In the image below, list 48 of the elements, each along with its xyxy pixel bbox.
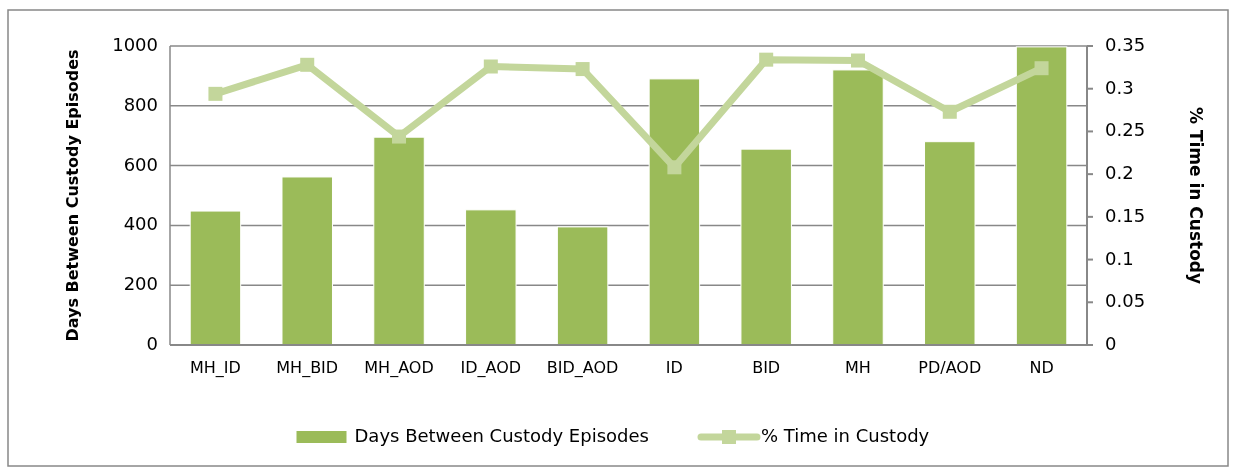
bar [648, 78, 701, 346]
y2-tick-label: 0.1 [1105, 247, 1134, 269]
point [483, 59, 498, 74]
point [1034, 61, 1049, 76]
point [392, 129, 407, 144]
x-tick-label: ND [1029, 358, 1054, 377]
legend-label: Days Between Custody Episodes [354, 425, 649, 446]
y2-tick-label: 0.25 [1105, 119, 1146, 141]
x-tick-label: MH_ID [190, 358, 241, 378]
bar [556, 226, 609, 346]
point [667, 160, 682, 175]
y-tick-label: 600 [123, 153, 158, 175]
y2-axis-title: % Time in Custody [1186, 106, 1206, 285]
point [942, 104, 957, 119]
y2-tick-label: 0.35 [1105, 34, 1146, 55]
y2-tick-label: 0 [1105, 333, 1117, 354]
bar [740, 148, 792, 346]
bar [373, 136, 425, 346]
bar [189, 210, 242, 346]
y2-tick-label: 0.2 [1105, 162, 1134, 184]
x-tick-label: PD/AOD [918, 358, 982, 377]
y2-tick-label: 0.3 [1105, 76, 1134, 98]
x-tick-label: MH_BID [276, 358, 339, 378]
point [850, 53, 865, 68]
x-tick-label: BID [752, 358, 781, 377]
x-tick-label: ID_AOD [460, 358, 522, 378]
point [208, 86, 223, 101]
y-tick-label: 800 [123, 93, 158, 115]
x-tick-label: MH_AOD [364, 358, 434, 378]
y-tick-label: 400 [123, 213, 158, 235]
y2-tick-label: 0.15 [1105, 204, 1146, 226]
bar [832, 69, 884, 346]
bar [924, 141, 976, 346]
bar [281, 176, 333, 346]
point [575, 62, 590, 77]
x-tick-label: BID_AOD [546, 358, 619, 378]
x-tick-label: MH [845, 358, 871, 377]
y-tick-label: 0 [146, 333, 158, 354]
x-tick-label: ID [665, 358, 683, 377]
y-tick-label: 200 [123, 273, 158, 295]
bar [1015, 46, 1068, 346]
point [759, 52, 774, 67]
y2-tick-label: 0.05 [1105, 290, 1146, 312]
point [300, 57, 315, 72]
bar [465, 209, 517, 346]
y-axis-title: Days Between Custody Episodes [63, 49, 82, 342]
legend-label: % Time in Custody [761, 425, 930, 446]
y-tick-label: 1000 [112, 34, 158, 55]
